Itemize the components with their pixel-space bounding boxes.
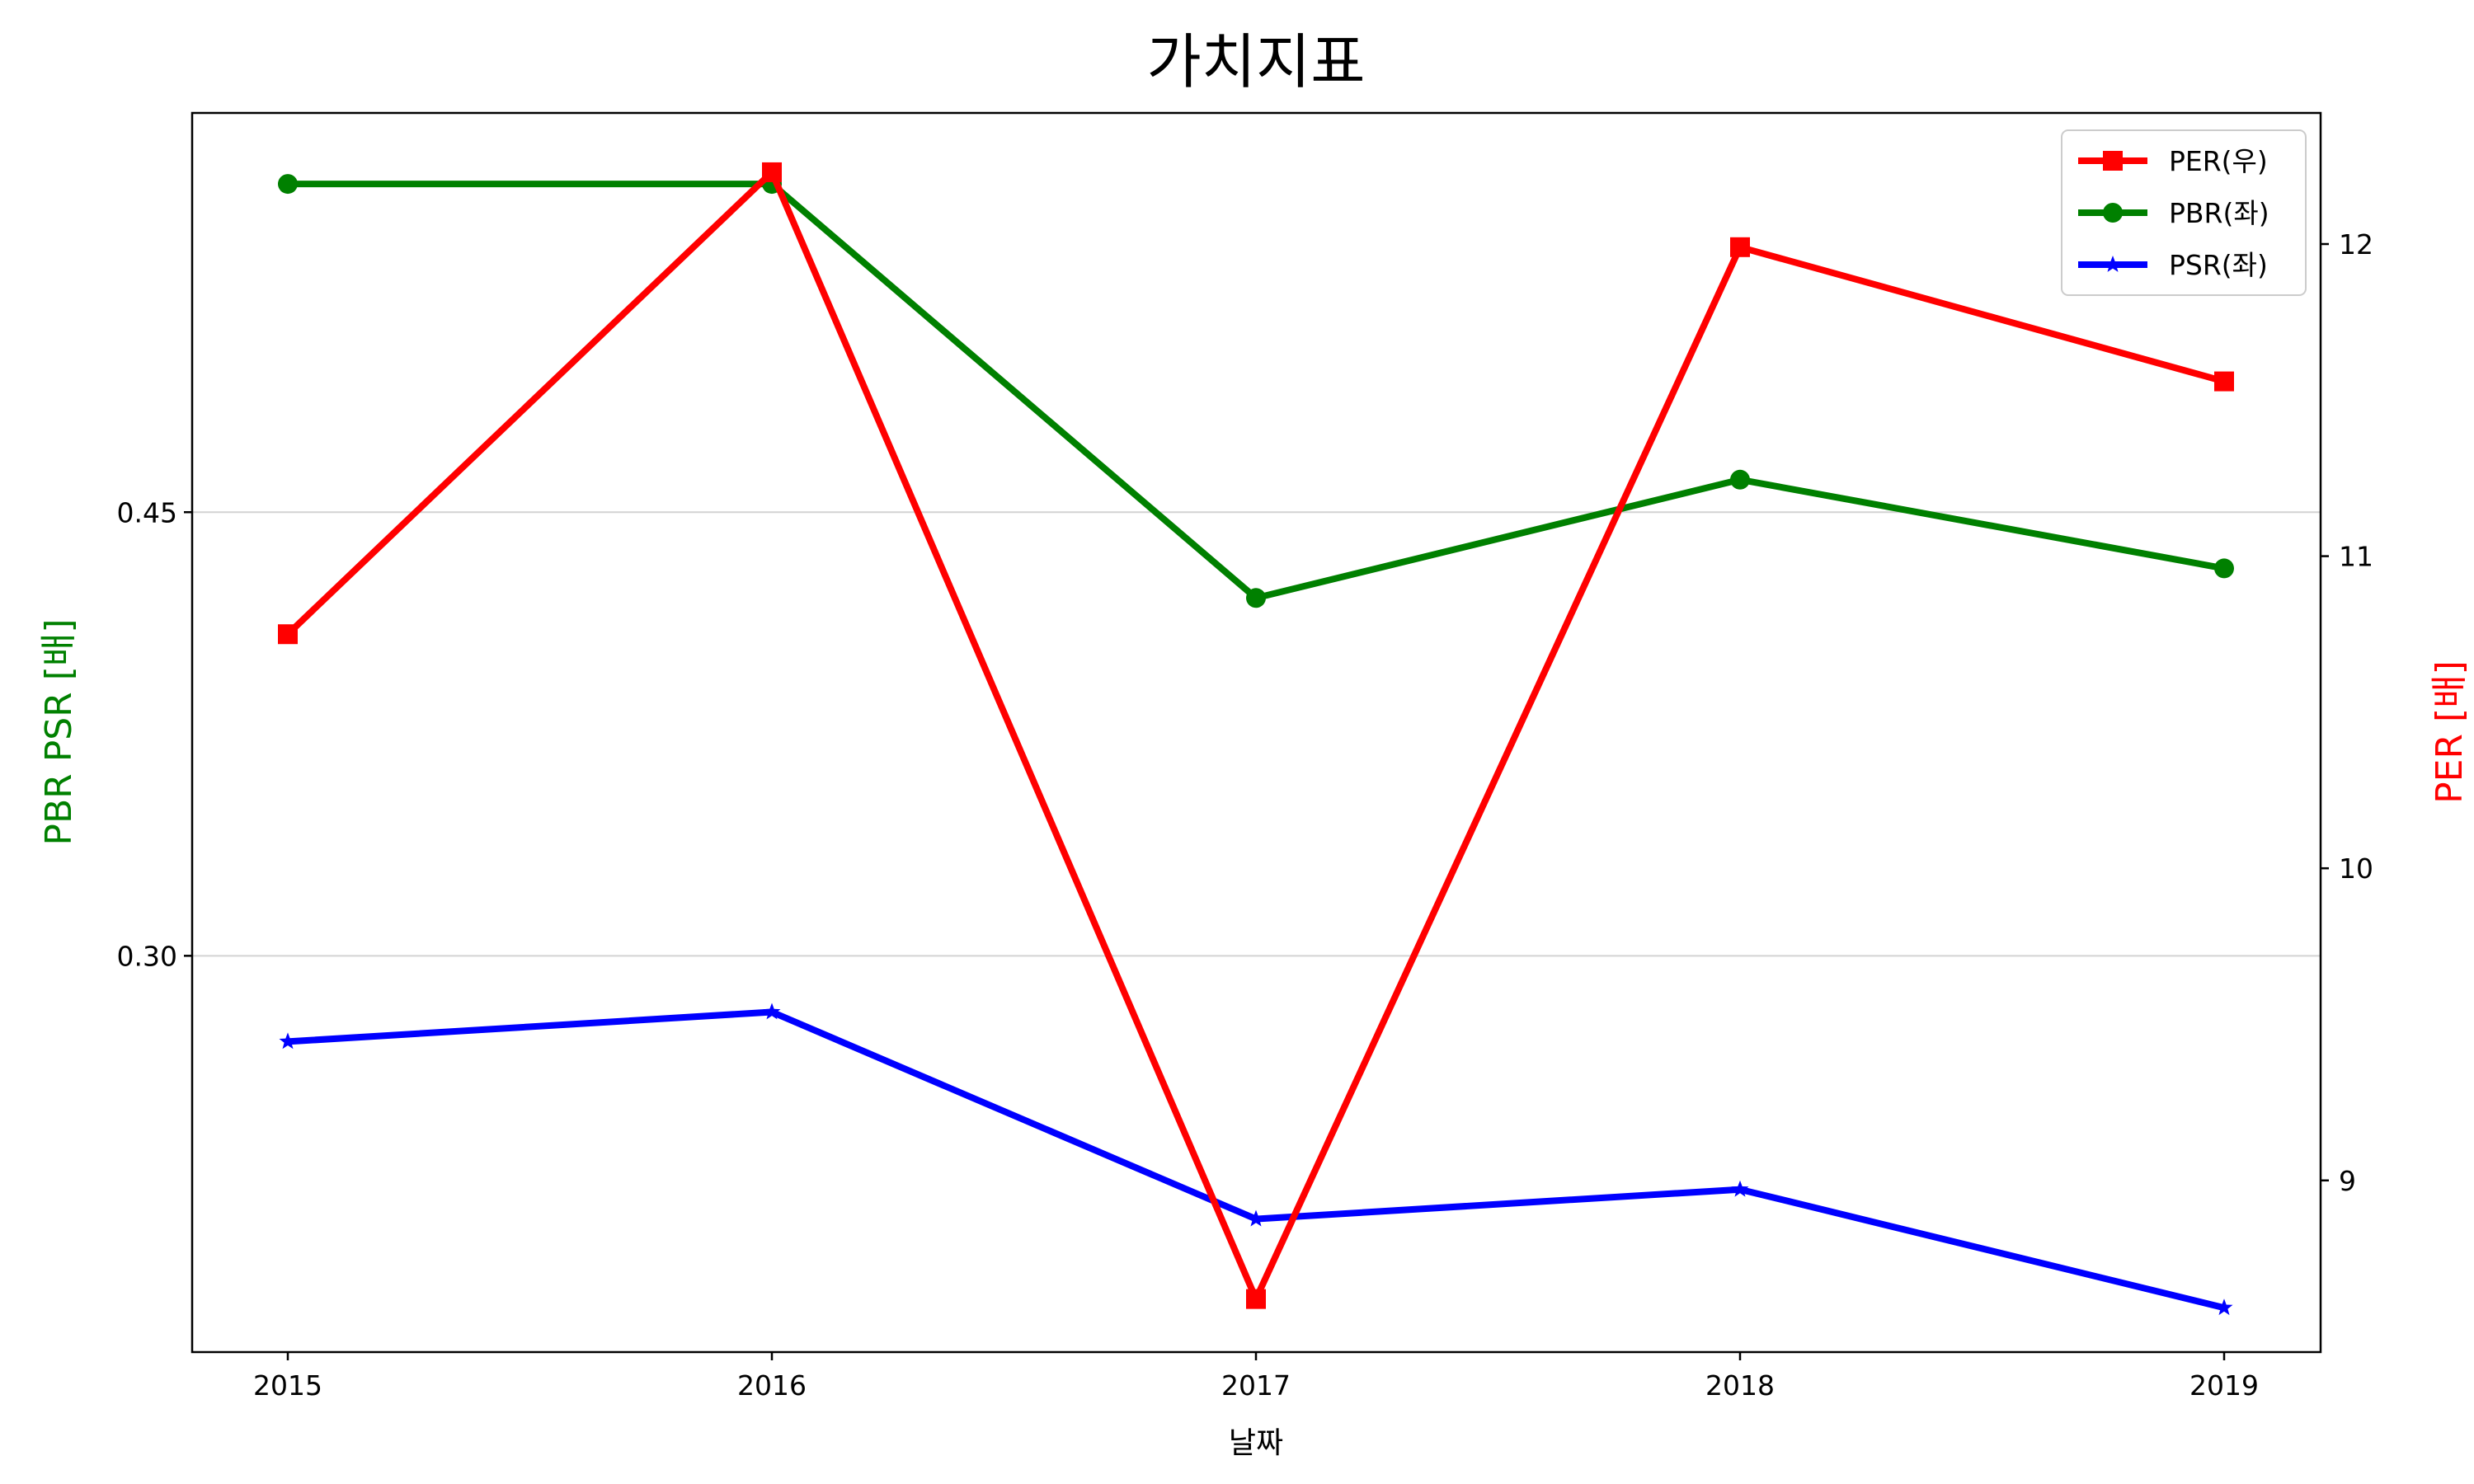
data-point: [1246, 588, 1266, 608]
data-point: [2215, 1298, 2233, 1316]
data-point: [1731, 1180, 1749, 1197]
legend-item: PER(우): [2078, 145, 2268, 177]
y-left-tick-label: 0.45: [117, 496, 177, 528]
legend-swatch-marker: [2103, 151, 2123, 171]
y-axis-label-left: PBR PSR [배]: [38, 618, 80, 845]
data-point: [278, 174, 298, 195]
x-tick-label: 2019: [2189, 1369, 2259, 1402]
data-point: [1247, 1209, 1265, 1227]
legend-item: PBR(좌): [2078, 197, 2269, 229]
legend-label: PBR(좌): [2169, 197, 2269, 229]
legend-label: PER(우): [2169, 145, 2268, 177]
series-PER(우): [278, 162, 2234, 1309]
axes: 0.30 0.45 9 10 11 12 2015 2016 2017 2018 2019: [117, 228, 2373, 1402]
data-point: [278, 624, 298, 645]
y-left-tick-label: 0.30: [117, 940, 177, 972]
data-point: [279, 1032, 297, 1050]
y-right-tick-label: 9: [2339, 1165, 2356, 1197]
data-point: [1246, 1289, 1266, 1309]
y-right-tick-label: 12: [2339, 228, 2373, 261]
series-PBR(좌): [278, 174, 2234, 608]
data-point: [1730, 237, 1750, 257]
data-point: [2214, 371, 2234, 392]
legend-item: PSR(좌): [2078, 249, 2268, 281]
legend-box: [2061, 129, 2307, 296]
data-point: [1730, 469, 1750, 490]
series-layer: [278, 162, 2234, 1316]
y-right-tick-label: 10: [2339, 852, 2373, 885]
x-axis-label: 날짜: [1229, 1426, 1283, 1460]
y-right-tick-label: 11: [2339, 541, 2373, 573]
x-tick-label: 2018: [1705, 1369, 1775, 1402]
chart-title: 가치지표: [1147, 27, 1366, 96]
legend-swatch-marker: [2104, 256, 2122, 272]
data-point: [763, 1003, 781, 1020]
x-tick-label: 2017: [1221, 1369, 1291, 1402]
series-PSR(좌): [279, 1003, 2233, 1316]
data-point: [762, 162, 782, 182]
legend-label: PSR(좌): [2169, 249, 2268, 281]
x-tick-label: 2015: [253, 1369, 322, 1402]
y-axis-label-right: PER [배]: [2429, 660, 2471, 804]
grid-lines: [192, 511, 2321, 957]
x-tick-label: 2016: [737, 1369, 807, 1402]
legend: PER(우) PBR(좌) PSR(좌): [2061, 129, 2307, 296]
legend-swatch-marker: [2103, 203, 2123, 223]
data-point: [2214, 558, 2234, 579]
